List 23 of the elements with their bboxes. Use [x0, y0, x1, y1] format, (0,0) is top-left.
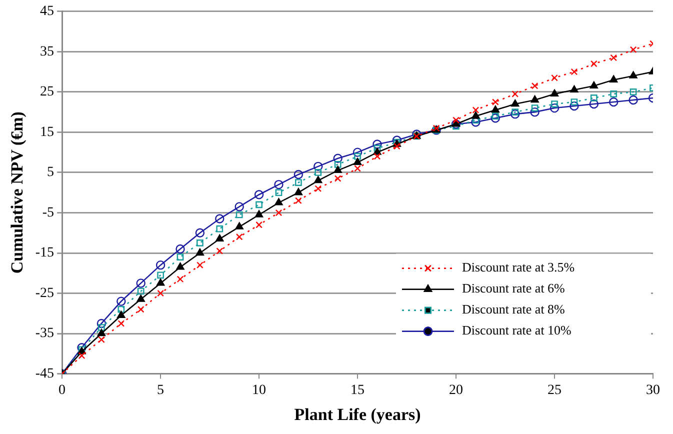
- x-axis-title: Plant Life (years): [294, 405, 421, 424]
- x-tick-label: 0: [58, 382, 66, 398]
- y-tick-label: -45: [35, 366, 54, 382]
- legend-label: Discount rate at 10%: [462, 322, 572, 338]
- y-tick-label: 5: [47, 165, 54, 180]
- y-tick-label: 25: [40, 84, 54, 100]
- legend-label: Discount rate at 3.5%: [462, 260, 575, 275]
- x-tick-label: 25: [548, 382, 562, 398]
- x-tick-label: 5: [157, 382, 164, 398]
- y-axis-title: Cumulative NPV (€m): [8, 112, 27, 274]
- legend-label: Discount rate at 6%: [462, 280, 566, 296]
- x-tick-label: 20: [449, 382, 464, 398]
- y-tick-label: -5: [42, 205, 54, 220]
- y-tick-label: 35: [40, 44, 54, 60]
- y-tick-label: -15: [35, 246, 54, 261]
- y-tick-label: 45: [40, 4, 54, 20]
- y-tick-label: 15: [40, 124, 54, 140]
- legend-label: Discount rate at 8%: [462, 302, 566, 317]
- y-tick-label: -25: [35, 286, 54, 301]
- x-tick-label: 15: [350, 382, 365, 398]
- y-tick-label: -35: [35, 326, 54, 342]
- x-tick-label: 10: [252, 382, 266, 398]
- x-tick-label: 30: [646, 382, 660, 398]
